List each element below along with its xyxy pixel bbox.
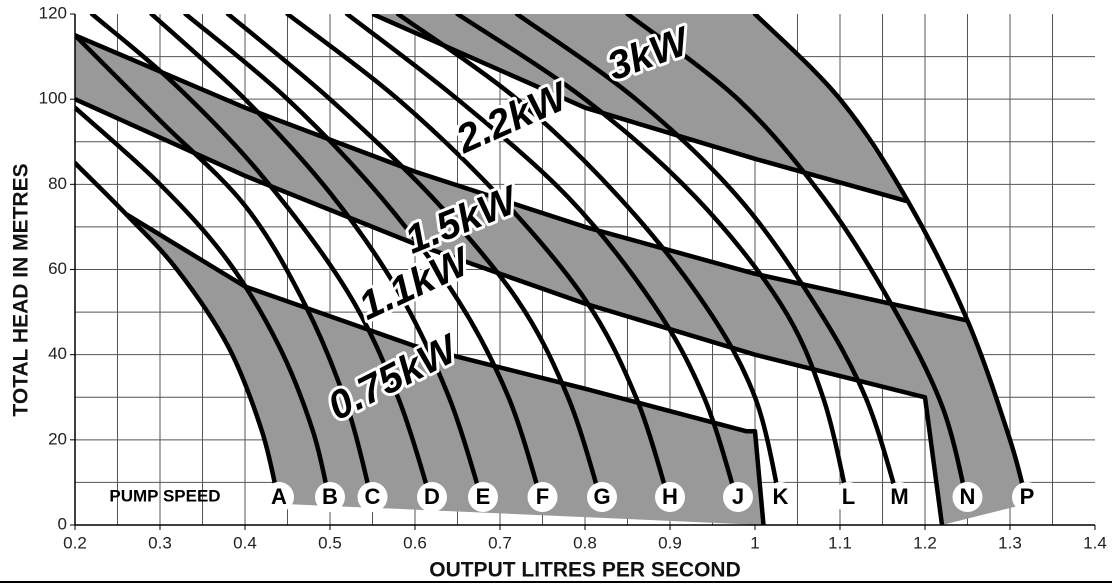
power-line xyxy=(371,14,909,204)
speed-letter: J xyxy=(732,484,744,509)
shaded-band xyxy=(126,214,764,525)
y-tick-label: 0 xyxy=(58,514,67,533)
speed-letter: H xyxy=(662,484,678,509)
x-tick-label: 0.4 xyxy=(233,533,257,552)
speed-letter: L xyxy=(842,484,855,509)
speed-badge xyxy=(315,482,345,512)
speed-badge xyxy=(527,482,558,512)
speed-curve xyxy=(75,160,282,506)
x-tick-label: 0.6 xyxy=(403,533,427,552)
y-tick-label: 40 xyxy=(48,344,67,363)
speed-letter: M xyxy=(890,484,908,509)
y-tick-label: 60 xyxy=(48,259,67,278)
speed-badge xyxy=(833,482,864,512)
speed-curve xyxy=(455,14,851,506)
speed-badge xyxy=(884,482,915,512)
speed-curve xyxy=(225,14,605,506)
speed-letter: C xyxy=(365,484,381,509)
shaded-band xyxy=(75,14,1027,525)
speed-badge xyxy=(655,482,685,512)
speed-badge xyxy=(264,482,294,512)
speed-badge xyxy=(765,482,796,512)
speed-curve xyxy=(75,33,375,506)
speed-badge xyxy=(723,482,753,512)
speed-curve xyxy=(344,14,741,506)
x-tick-label: 1.2 xyxy=(913,533,937,552)
speed-curve xyxy=(752,14,1030,506)
speed-curve xyxy=(89,14,435,506)
speed-badge xyxy=(1012,482,1042,512)
x-tick-label: 0.8 xyxy=(573,533,597,552)
power-line xyxy=(75,33,968,323)
x-tick-label: 0.3 xyxy=(148,533,172,552)
speed-letter: P xyxy=(1020,484,1035,509)
speed-curve xyxy=(75,105,333,506)
x-tick-label: 1.1 xyxy=(828,533,852,552)
x-tick-label: 0.7 xyxy=(488,533,512,552)
speed-letter: F xyxy=(536,484,549,509)
speed-curve xyxy=(183,14,545,506)
speed-letter: N xyxy=(960,484,976,509)
speed-badge xyxy=(952,482,983,512)
speed-letter: A xyxy=(271,484,287,509)
speed-letter: K xyxy=(773,484,789,509)
x-tick-label: 1.4 xyxy=(1083,533,1107,552)
y-tick-label: 100 xyxy=(39,89,67,108)
speed-letter: G xyxy=(593,484,610,509)
x-tick-label: 1 xyxy=(750,533,759,552)
x-tick-label: 0.2 xyxy=(63,533,87,552)
x-tick-label: 1.3 xyxy=(998,533,1022,552)
shaded-band xyxy=(372,14,908,202)
speed-curve xyxy=(395,14,783,506)
power-line xyxy=(75,97,945,525)
plot xyxy=(75,14,1095,525)
speed-curve xyxy=(149,14,486,506)
y-tick-label: 80 xyxy=(48,174,67,193)
speed-curve xyxy=(514,14,902,506)
speed-badge xyxy=(417,482,447,512)
y-tick-label: 20 xyxy=(48,429,67,448)
speed-letter: B xyxy=(322,484,338,509)
x-axis-title: OUTPUT LITRES PER SECOND xyxy=(429,559,741,582)
y-axis-title: TOTAL HEAD IN METRES xyxy=(10,163,33,416)
x-tick-label: 0.5 xyxy=(318,533,342,552)
power-line xyxy=(124,212,766,525)
x-tick-label: 0.9 xyxy=(658,533,682,552)
speed-badge xyxy=(357,482,388,512)
speed-curve xyxy=(625,14,970,506)
speed-badge xyxy=(468,482,498,512)
y-tick-label: 120 xyxy=(39,3,67,22)
speed-label: PUMP SPEED xyxy=(109,486,220,505)
speed-letter: E xyxy=(476,484,491,509)
speed-badge xyxy=(587,482,617,512)
speed-letter: D xyxy=(424,484,440,509)
